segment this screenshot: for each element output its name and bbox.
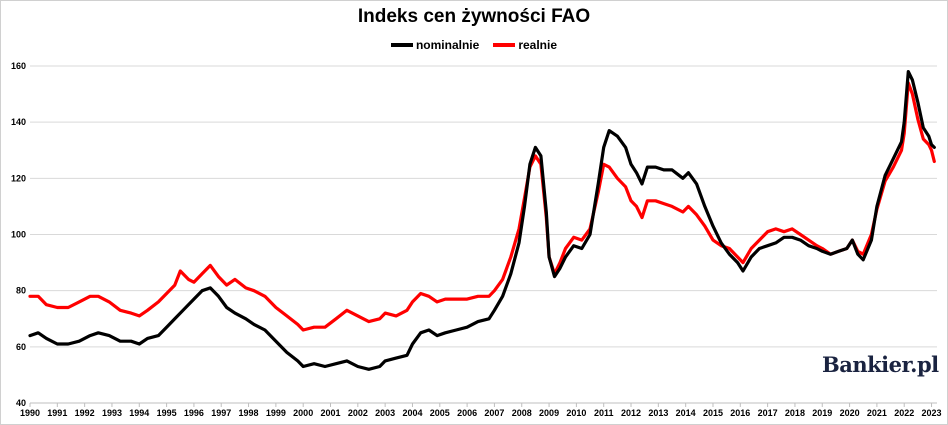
x-tick-label: 2016	[730, 408, 750, 418]
gridlines	[30, 65, 937, 404]
x-tick-label: 2019	[812, 408, 832, 418]
y-axis-ticks: 40 60 80 100 120 140 160	[11, 61, 26, 408]
y-tick-label: 60	[16, 342, 26, 352]
x-tick-label: 2021	[867, 408, 887, 418]
x-tick-label: 1998	[239, 408, 259, 418]
x-tick-label: 2004	[402, 408, 422, 418]
x-tick-label: 2017	[758, 408, 778, 418]
x-tick-label: 1992	[75, 408, 95, 418]
legend-label-real: realnie	[518, 38, 558, 52]
legend-swatch-real	[493, 43, 516, 47]
x-tick-label: 2015	[703, 408, 723, 418]
chart-title: Indeks cen żywności FAO	[357, 6, 591, 27]
x-tick-label: 1995	[157, 408, 177, 418]
x-tick-label: 2003	[375, 408, 395, 418]
x-tick-label: 1997	[211, 408, 231, 418]
x-tick-label: 2012	[621, 408, 641, 418]
x-tick-label: 1991	[47, 408, 67, 418]
legend-swatch-nominal	[390, 43, 413, 47]
series-line-nominal	[28, 70, 936, 371]
x-tick-label: 1996	[184, 408, 204, 418]
x-tick-label: 2000	[293, 408, 313, 418]
legend-item-real: realnie	[493, 38, 557, 52]
x-tick-label: 2010	[566, 408, 586, 418]
x-tick-label: 2020	[840, 408, 860, 418]
y-tick-label: 80	[16, 286, 26, 296]
x-tick-label: 2005	[430, 408, 450, 418]
bankier-logo: Bankier.pl	[822, 352, 939, 377]
x-tick-label: 2007	[484, 408, 504, 418]
x-tick-label: 2011	[594, 408, 614, 418]
series-line-real	[28, 81, 936, 332]
x-tick-label: 1999	[266, 408, 286, 418]
y-tick-label: 40	[16, 398, 26, 408]
y-tick-label: 100	[11, 230, 26, 240]
legend-item-nominal: nominalnie	[390, 38, 480, 52]
legend-label-nominal: nominalnie	[415, 38, 480, 52]
x-tick-label: 2014	[676, 408, 696, 418]
series-layer	[28, 70, 936, 371]
x-tick-label: 2013	[648, 408, 668, 418]
x-tick-label: 1993	[102, 408, 122, 418]
x-tick-label: 2009	[539, 408, 559, 418]
x-tick-label: 2022	[894, 408, 914, 418]
x-tick-label: 2008	[512, 408, 532, 418]
x-tick-label: 1990	[20, 408, 40, 418]
x-axis-ticks: 1990 1991 1992 1993 1994 1995 1996 1997 1998 1999…	[20, 403, 942, 418]
x-tick-label: 2023	[922, 408, 942, 418]
y-tick-label: 160	[11, 61, 26, 71]
x-tick-label: 2002	[348, 408, 368, 418]
x-tick-label: 2006	[457, 408, 477, 418]
x-tick-label: 2018	[785, 408, 805, 418]
x-tick-label: 1994	[129, 408, 149, 418]
x-tick-label: 2001	[320, 408, 340, 418]
y-tick-label: 120	[11, 173, 26, 183]
chart-legend: nominalnie realnie	[0, 38, 948, 52]
y-tick-label: 140	[11, 117, 26, 127]
